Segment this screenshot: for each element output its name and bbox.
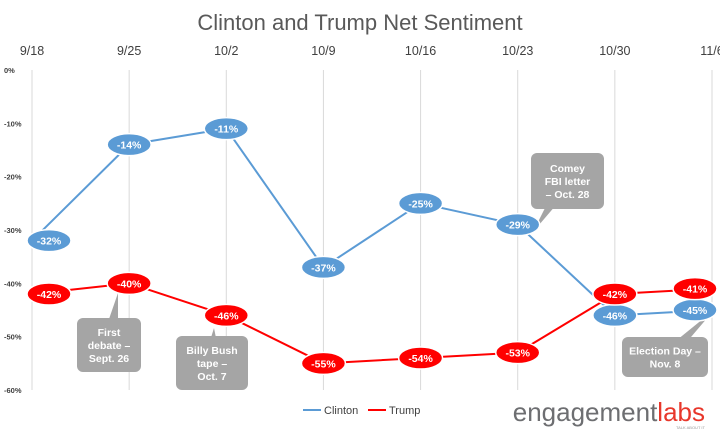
callout-box — [531, 153, 604, 209]
callout-4: Election Day –Nov. 8 — [622, 310, 714, 377]
y-tick-label-50: -50% — [4, 333, 22, 342]
data-point-clinton-10-9: -37% — [300, 255, 347, 280]
data-label: -41% — [683, 284, 708, 296]
data-point-trump-10-23: -53% — [494, 340, 541, 365]
data-marker — [494, 212, 541, 237]
x-tick-label-10-23: 10/23 — [502, 44, 533, 58]
callout-text-line: Nov. 8 — [650, 359, 681, 371]
legend: Clinton Trump — [303, 405, 420, 417]
data-point-trump-11-6: -41% — [672, 276, 718, 301]
data-point-trump-9-18: -42% — [26, 282, 72, 306]
x-axis-tick-labels: 9/18 9/25 10/2 10/9 10/16 10/23 10/30 11/6 — [20, 44, 720, 58]
data-label: -29% — [505, 220, 530, 232]
data-label: -37% — [311, 262, 336, 274]
callout-text-line: Comey — [550, 163, 585, 175]
data-point-trump-10-9: -55% — [300, 351, 347, 376]
callout-text-line: – Oct. 28 — [546, 189, 590, 201]
brand-logo-part-engagement: engagement — [513, 397, 658, 427]
data-label: -25% — [408, 198, 433, 210]
data-label: -46% — [603, 310, 628, 322]
data-point-trump-9-25: -40% — [106, 271, 152, 296]
data-label: -32% — [37, 236, 62, 248]
data-label: -11% — [214, 124, 239, 136]
callout-text-line: First — [98, 327, 121, 339]
y-tick-label-30: -30% — [4, 226, 22, 235]
data-point-clinton-10-30: -46% — [592, 303, 638, 328]
data-point-trump-10-30: -42% — [592, 282, 638, 306]
data-label: -14% — [117, 140, 142, 152]
data-point-clinton-10-23: -29% — [494, 212, 541, 237]
data-marker — [300, 351, 347, 376]
x-tick-label-10-16: 10/16 — [405, 44, 436, 58]
callout-text-line: tape – — [197, 358, 228, 370]
data-marker — [300, 255, 347, 280]
x-tick-label-10-30: 10/30 — [599, 44, 630, 58]
data-label: -46% — [214, 310, 239, 322]
brand-logo: engagementlabs TALK ABOUT IT — [513, 397, 706, 430]
data-marker — [106, 132, 152, 157]
data-point-clinton-10-2: -11% — [203, 116, 250, 141]
data-point-trump-10-16: -54% — [397, 346, 444, 370]
callout-text-line: Billy Bush — [186, 345, 237, 357]
callout-box — [622, 337, 708, 377]
series-markers: -32% -14% -11% -37% -25% -29% -46% -45% -42% -40%… — [26, 116, 718, 376]
data-marker — [592, 282, 638, 306]
data-marker — [397, 346, 444, 370]
data-point-trump-10-2: -46% — [203, 303, 250, 328]
data-label: -55% — [311, 358, 336, 370]
legend-label-clinton: Clinton — [324, 405, 358, 417]
data-marker — [26, 282, 72, 306]
callout-text-line: debate – — [88, 340, 131, 352]
chart-title: Clinton and Trump Net Sentiment — [197, 10, 522, 35]
x-tick-label-11-6: 11/6 — [700, 44, 720, 58]
data-point-clinton-9-25: -14% — [106, 132, 152, 157]
x-tick-label-9-25: 9/25 — [117, 44, 141, 58]
data-label: -53% — [505, 348, 530, 360]
y-tick-label-40: -40% — [4, 279, 22, 288]
y-tick-label-0: 0% — [4, 66, 15, 75]
callout-box — [77, 318, 141, 372]
callout-box — [176, 336, 248, 390]
data-label: -42% — [37, 289, 62, 301]
callout-text-line: Sept. 26 — [89, 353, 129, 365]
brand-logo-part-labs: labs — [657, 397, 705, 427]
y-tick-label-60: -60% — [4, 386, 22, 395]
data-marker — [106, 271, 152, 296]
data-point-clinton-10-16: -25% — [397, 191, 444, 216]
data-marker — [203, 116, 250, 141]
x-tick-label-10-2: 10/2 — [214, 44, 238, 58]
y-axis-tick-labels: 0% -10% -20% -30% -40% -50% -60% — [4, 66, 22, 395]
data-label: -42% — [603, 289, 628, 301]
data-point-clinton-9-18: -32% — [26, 228, 72, 253]
x-tick-label-10-9: 10/9 — [311, 44, 335, 58]
data-marker — [672, 276, 718, 301]
data-marker — [26, 228, 72, 253]
y-tick-label-10: -10% — [4, 119, 22, 128]
y-tick-label-20: -20% — [4, 173, 22, 182]
data-label: -54% — [408, 353, 433, 365]
data-marker — [494, 340, 541, 365]
svg-text:engagementlabs: engagementlabs — [513, 397, 705, 427]
callout-text-line: Election Day – — [629, 346, 701, 358]
data-label: -45% — [683, 305, 708, 317]
x-tick-label-9-18: 9/18 — [20, 44, 44, 58]
data-marker — [203, 303, 250, 328]
data-marker — [397, 191, 444, 216]
callout-text-line: Oct. 7 — [197, 371, 226, 383]
callout-text-line: FBI letter — [545, 176, 591, 188]
legend-label-trump: Trump — [389, 405, 420, 417]
brand-tagline: TALK ABOUT IT — [676, 425, 706, 430]
data-label: -40% — [117, 278, 142, 290]
data-point-clinton-11-6: -45% — [672, 298, 718, 322]
